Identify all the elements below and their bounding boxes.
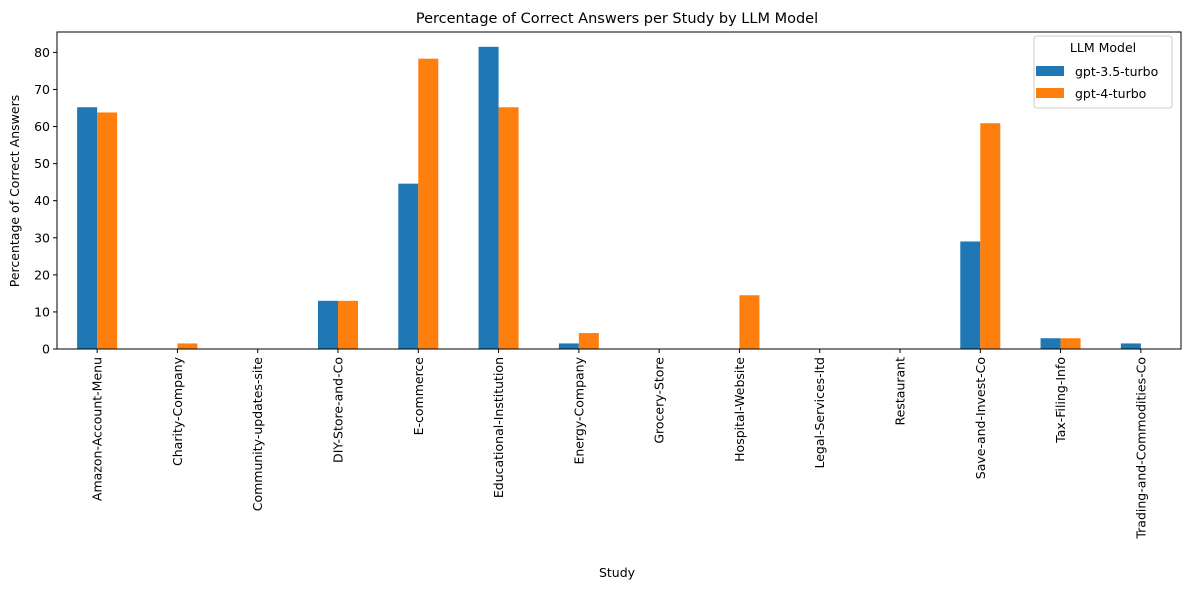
- y-axis: 0 10 20 30 40 50 60 70 80: [34, 45, 57, 357]
- bar-gpt-4-turbo: [739, 295, 760, 349]
- x-tick-label: Community-updates-site: [250, 357, 265, 512]
- y-tick-label: 60: [34, 119, 50, 134]
- x-tick-label: Educational-Institution: [491, 357, 506, 498]
- x-tick-label: Amazon-Account-Menu: [90, 357, 105, 501]
- bar-gpt-3-5-turbo: [318, 300, 338, 349]
- bar-gpt-3-5-turbo: [558, 343, 579, 349]
- x-tick-label: Restaurant: [893, 357, 908, 426]
- x-axis: Amazon-Account-Menu Charity-Company Commun…: [90, 349, 1148, 540]
- x-tick-label: Charity-Company: [170, 356, 185, 466]
- bar-gpt-3-5-turbo: [398, 183, 419, 349]
- legend-swatch-gpt-3-5-turbo: [1036, 66, 1064, 76]
- y-tick-label: 30: [34, 230, 50, 245]
- y-axis-label: Percentage of Correct Answers: [7, 95, 22, 287]
- legend-title: LLM Model: [1070, 40, 1136, 55]
- y-tick-label: 10: [34, 304, 50, 319]
- bar-gpt-3-5-turbo: [960, 241, 981, 349]
- bar-gpt-3-5-turbo: [77, 107, 98, 349]
- x-tick-label: Hospital-Website: [732, 357, 747, 462]
- y-tick-label: 0: [42, 342, 50, 357]
- x-tick-label: Tax-Filing-Info: [1053, 357, 1068, 444]
- x-tick-label: DIY-Store-and-Co: [331, 357, 346, 463]
- bar-gpt-4-turbo: [578, 333, 599, 349]
- legend-label-gpt-4-turbo: gpt-4-turbo: [1075, 86, 1146, 101]
- legend: LLM Model gpt-3.5-turbo gpt-4-turbo: [1033, 35, 1173, 109]
- bar-gpt-4-turbo: [338, 300, 358, 349]
- bar-gpt-4-turbo: [498, 107, 519, 349]
- legend-label-gpt-3-5-turbo: gpt-3.5-turbo: [1075, 64, 1158, 79]
- x-tick-label: Grocery-Store: [652, 357, 667, 444]
- bar-gpt-4-turbo: [418, 58, 439, 350]
- bar-gpt-3-5-turbo: [478, 46, 499, 349]
- bar-gpt-4-turbo: [980, 123, 1001, 349]
- bar-gpt-4-turbo: [177, 343, 198, 349]
- legend-swatch-gpt-4-turbo: [1036, 88, 1064, 98]
- chart-title: Percentage of Correct Answers per Study …: [416, 11, 818, 27]
- y-tick-label: 40: [34, 193, 50, 208]
- bars: [77, 46, 1141, 350]
- y-tick-label: 80: [34, 45, 50, 60]
- bar-gpt-3-5-turbo: [1120, 343, 1141, 349]
- legend-box: [1033, 35, 1173, 109]
- y-tick-label: 50: [34, 156, 50, 171]
- x-tick-label: Legal-Services-ltd: [812, 357, 827, 469]
- y-tick-label: 70: [34, 82, 50, 97]
- plot-frame: [56, 31, 1182, 350]
- x-tick-label: Energy-Company: [571, 356, 586, 464]
- bar-gpt-4-turbo: [97, 112, 118, 349]
- x-axis-label: Study: [599, 565, 636, 580]
- bar-gpt-4-turbo: [1060, 338, 1081, 349]
- x-tick-label: E-commerce: [411, 357, 426, 436]
- bar-gpt-3-5-turbo: [1040, 338, 1061, 349]
- y-tick-label: 20: [34, 267, 50, 282]
- x-tick-label: Trading-and-Commodities-Co: [1133, 357, 1148, 540]
- x-tick-label: Save-and-Invest-Co: [973, 357, 988, 479]
